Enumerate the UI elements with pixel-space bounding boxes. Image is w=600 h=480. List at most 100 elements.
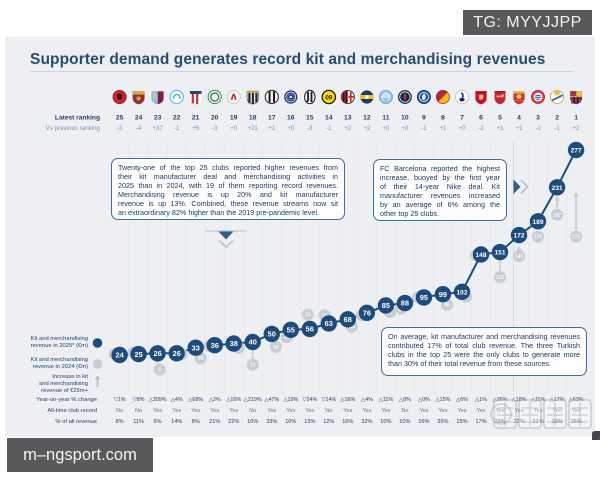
svg-text:16%: 16% bbox=[342, 419, 353, 425]
svg-text:12: 12 bbox=[363, 115, 371, 122]
svg-text:Increase in kit: Increase in kit bbox=[52, 374, 88, 380]
svg-text:-3: -3 bbox=[307, 126, 313, 132]
svg-text:21%: 21% bbox=[209, 419, 220, 425]
svg-text:12%: 12% bbox=[323, 419, 334, 425]
svg-text:55: 55 bbox=[287, 325, 295, 334]
svg-text:Yes: Yes bbox=[457, 408, 466, 414]
svg-text:Yes: Yes bbox=[343, 408, 352, 414]
svg-text:△1%: △1% bbox=[475, 397, 487, 403]
svg-text:189: 189 bbox=[532, 219, 543, 226]
svg-text:+1: +1 bbox=[516, 126, 524, 132]
svg-text:14: 14 bbox=[325, 115, 333, 122]
svg-text:17%: 17% bbox=[475, 419, 486, 425]
svg-text:revenue of €25m+: revenue of €25m+ bbox=[41, 388, 89, 394]
svg-text:35%: 35% bbox=[437, 419, 448, 425]
svg-text:172: 172 bbox=[513, 233, 524, 240]
svg-text:9: 9 bbox=[422, 115, 426, 122]
svg-text:3: 3 bbox=[536, 115, 540, 122]
svg-text:Yes: Yes bbox=[438, 408, 447, 414]
svg-text:-4: -4 bbox=[136, 126, 142, 132]
svg-text:36: 36 bbox=[211, 341, 219, 350]
svg-text:▽1%: ▽1% bbox=[114, 397, 126, 403]
svg-text:+21: +21 bbox=[248, 126, 259, 132]
svg-text:+2: +2 bbox=[573, 126, 581, 132]
svg-text:△19%: △19% bbox=[283, 397, 298, 403]
svg-text:26: 26 bbox=[153, 349, 161, 358]
svg-text:△309%: △309% bbox=[149, 397, 167, 403]
svg-text:△15%: △15% bbox=[435, 397, 450, 403]
svg-text:▽14%: ▽14% bbox=[321, 397, 336, 403]
svg-text:Yes: Yes bbox=[476, 408, 485, 414]
svg-text:151: 151 bbox=[494, 250, 505, 257]
svg-text:16%: 16% bbox=[418, 419, 429, 425]
svg-text:10%: 10% bbox=[399, 419, 410, 425]
svg-text:8: 8 bbox=[441, 115, 445, 122]
svg-text:+2: +2 bbox=[363, 126, 371, 132]
svg-text:99: 99 bbox=[439, 290, 447, 299]
svg-text:21%: 21% bbox=[532, 419, 543, 425]
svg-text:+1: +1 bbox=[439, 126, 447, 132]
svg-text:△47%: △47% bbox=[264, 397, 279, 403]
svg-text:Yes: Yes bbox=[495, 408, 504, 414]
svg-text:Yes: Yes bbox=[191, 408, 200, 414]
svg-text:231: 231 bbox=[552, 185, 563, 192]
svg-text:6: 6 bbox=[158, 368, 161, 374]
svg-text:86: 86 bbox=[444, 303, 450, 309]
svg-text:Yes: Yes bbox=[362, 408, 371, 414]
svg-text:6: 6 bbox=[479, 115, 483, 122]
svg-text:+0: +0 bbox=[287, 126, 295, 132]
svg-text:Yes: Yes bbox=[419, 408, 428, 414]
svg-text:18: 18 bbox=[249, 115, 257, 122]
svg-text:68: 68 bbox=[344, 315, 352, 324]
svg-text:32%: 32% bbox=[361, 419, 372, 425]
svg-text:277: 277 bbox=[571, 148, 582, 155]
svg-text:-1: -1 bbox=[421, 126, 427, 132]
svg-text:10%: 10% bbox=[247, 419, 258, 425]
svg-text:59: 59 bbox=[349, 325, 355, 331]
svg-text:No: No bbox=[135, 408, 142, 414]
svg-text:▽8%: ▽8% bbox=[133, 397, 145, 403]
svg-text:-2: -2 bbox=[478, 126, 484, 132]
svg-text:Vs previous ranking: Vs previous ranking bbox=[46, 125, 101, 132]
svg-text:22: 22 bbox=[173, 115, 181, 122]
svg-text:% of all revenue: % of all revenue bbox=[55, 419, 97, 425]
svg-text:+0: +0 bbox=[230, 126, 238, 132]
svg-text:17: 17 bbox=[268, 115, 276, 122]
svg-text:Kit and merchandising: Kit and merchandising bbox=[31, 357, 88, 363]
svg-text:Kit and merchandising: Kit and merchandising bbox=[31, 336, 88, 342]
svg-text:22%: 22% bbox=[228, 419, 239, 425]
svg-text:11: 11 bbox=[382, 115, 389, 122]
svg-text:170: 170 bbox=[534, 235, 543, 241]
svg-text:50: 50 bbox=[268, 330, 276, 339]
svg-text:120: 120 bbox=[496, 275, 505, 281]
svg-text:-1: -1 bbox=[174, 126, 180, 132]
svg-text:+0: +0 bbox=[382, 126, 390, 132]
svg-text:46: 46 bbox=[284, 335, 290, 341]
svg-text:88: 88 bbox=[401, 299, 409, 308]
svg-text:34: 34 bbox=[273, 345, 279, 351]
svg-text:74: 74 bbox=[305, 313, 311, 319]
svg-text:26: 26 bbox=[173, 349, 181, 358]
svg-text:170: 170 bbox=[572, 235, 581, 241]
svg-text:33%: 33% bbox=[266, 419, 277, 425]
svg-text:10%: 10% bbox=[285, 419, 296, 425]
svg-text:Yes: Yes bbox=[381, 408, 390, 414]
svg-text:Yes: Yes bbox=[553, 408, 562, 414]
svg-text:△6%: △6% bbox=[456, 397, 468, 403]
svg-text:-1: -1 bbox=[554, 126, 560, 132]
svg-text:77: 77 bbox=[387, 310, 393, 316]
svg-text:△8%: △8% bbox=[399, 397, 411, 403]
svg-text:10: 10 bbox=[401, 115, 409, 122]
svg-text:Yes: Yes bbox=[305, 408, 314, 414]
svg-text:No: No bbox=[249, 408, 256, 414]
svg-text:7: 7 bbox=[460, 115, 464, 122]
svg-text:△16%: △16% bbox=[340, 397, 355, 403]
svg-text:16: 16 bbox=[287, 115, 295, 122]
svg-text:21: 21 bbox=[192, 115, 200, 122]
svg-text:95: 95 bbox=[420, 293, 428, 302]
svg-text:▽24%: ▽24% bbox=[302, 397, 317, 403]
svg-text:5: 5 bbox=[498, 115, 502, 122]
svg-text:Yes: Yes bbox=[172, 408, 181, 414]
svg-text:Year-on-year % change: Year-on-year % change bbox=[36, 397, 97, 403]
svg-text:△0%: △0% bbox=[418, 397, 430, 403]
